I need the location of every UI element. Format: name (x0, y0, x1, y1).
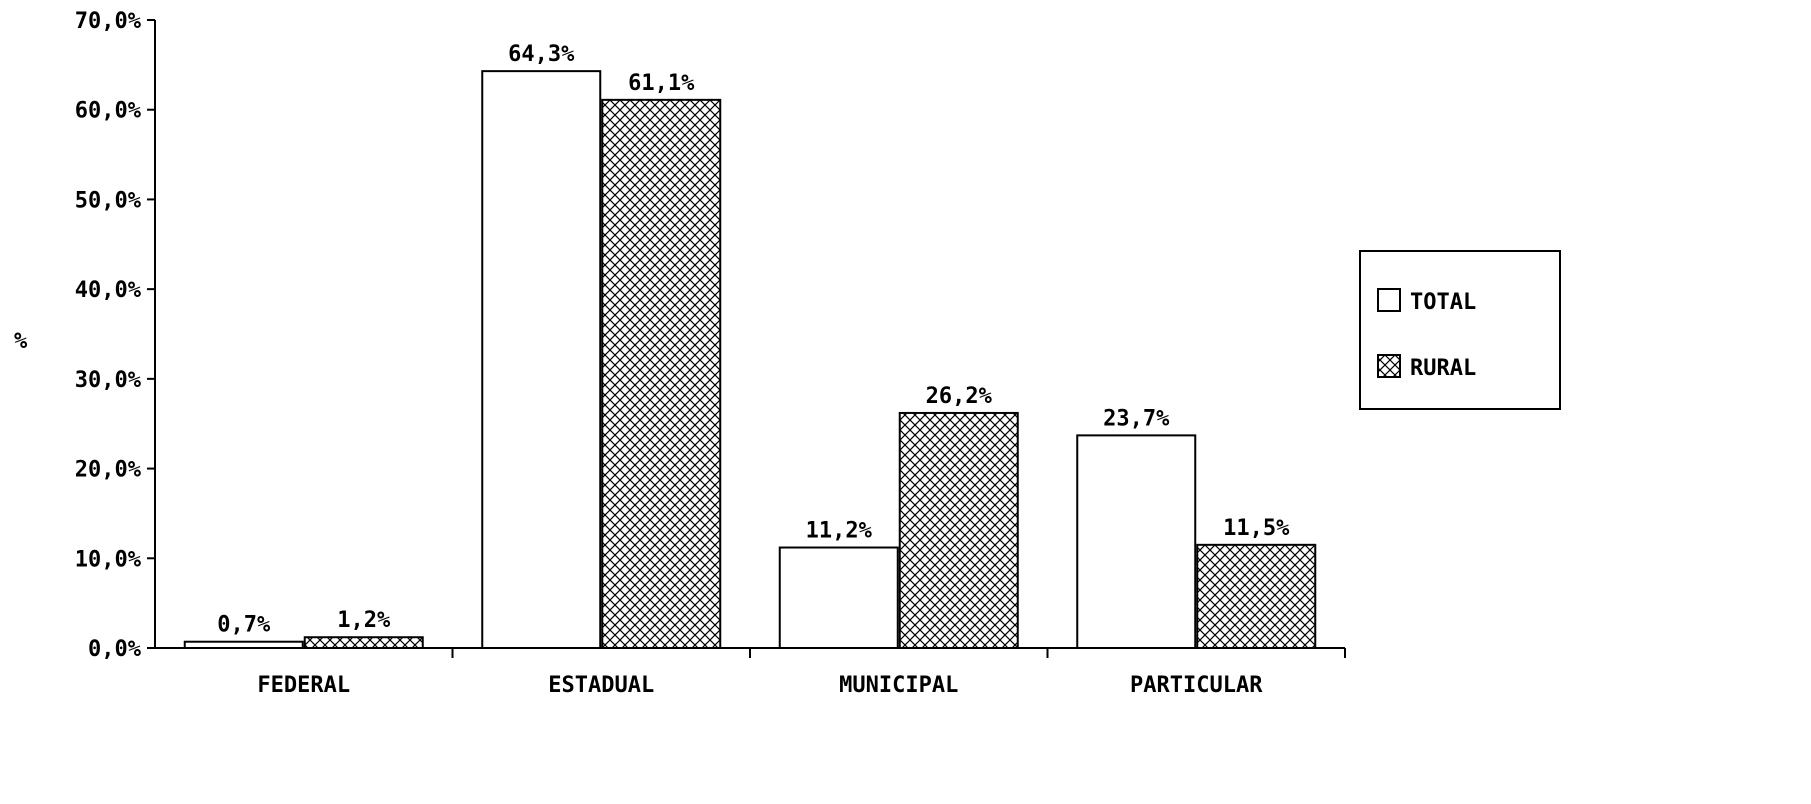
y-tick-label: 30,0% (75, 368, 142, 393)
data-labels: 0,7% 1,2% 64,3% 61,1% 11,2% 26,2% 23,7% 11,5% (217, 42, 1290, 638)
bar-rural-federal (303, 636, 424, 650)
y-tick-label: 20,0% (75, 458, 142, 483)
data-label-total-particular: 23,7% (1103, 406, 1170, 431)
y-tick-label: 10,0% (75, 547, 142, 572)
y-ticks: 0,0% 10,0% 20,0% 30,0% 40,0% 50,0% 60,0% 70,0% (75, 9, 155, 662)
bar-total-federal (183, 640, 304, 649)
y-tick-label: 0,0% (88, 637, 142, 662)
y-axis-label: % (14, 329, 28, 354)
category-label-federal: FEDERAL (257, 673, 350, 698)
data-label-rural-federal: 1,2% (337, 608, 391, 633)
category-label-estadual: ESTADUAL (548, 673, 654, 698)
legend-label-total: TOTAL (1410, 290, 1476, 315)
bar-total-particular (1076, 434, 1197, 649)
bar-rural-municipal (898, 411, 1019, 649)
bar-total-estadual (481, 70, 602, 649)
data-label-total-federal: 0,7% (217, 613, 271, 638)
category-label-municipal: MUNICIPAL (839, 673, 958, 698)
x-ticks (451, 648, 1346, 658)
bar-rural-particular (1196, 543, 1317, 649)
legend: TOTAL RURAL (1359, 250, 1561, 410)
bar-total-municipal (778, 546, 899, 650)
bar-rural-estadual (601, 98, 722, 650)
data-label-total-estadual: 64,3% (508, 42, 575, 67)
legend-box (1359, 250, 1561, 410)
category-label-particular: PARTICULAR (1130, 673, 1263, 698)
legend-swatch-total (1377, 288, 1401, 312)
y-tick-label: 40,0% (75, 278, 142, 303)
y-tick-label: 70,0% (75, 9, 142, 34)
category-labels: FEDERAL ESTADUAL MUNICIPAL PARTICULAR (257, 673, 1263, 698)
data-label-total-municipal: 11,2% (806, 519, 873, 544)
data-label-rural-particular: 11,5% (1223, 516, 1290, 541)
y-tick-label: 60,0% (75, 99, 142, 124)
y-tick-label: 50,0% (75, 188, 142, 213)
legend-label-rural: RURAL (1410, 356, 1476, 381)
bars (183, 70, 1317, 650)
data-label-rural-estadual: 61,1% (628, 71, 695, 96)
data-label-rural-municipal: 26,2% (926, 384, 993, 409)
legend-swatch-rural (1377, 354, 1401, 378)
